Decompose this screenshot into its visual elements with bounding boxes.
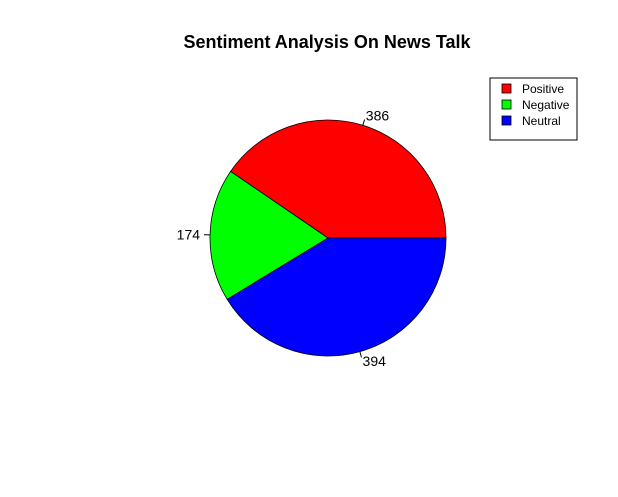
slice-tick-positive xyxy=(362,119,366,126)
legend-swatch-negative xyxy=(501,99,512,110)
slice-label-neutral: 394 xyxy=(363,353,387,369)
slice-label-negative: 174 xyxy=(177,227,201,243)
pie-slice-negative xyxy=(209,170,329,300)
pie-slices xyxy=(209,119,447,357)
slice-label-positive: 386 xyxy=(366,108,390,124)
legend-swatch-neutral xyxy=(501,115,512,126)
slice-labels: 386 174 394 xyxy=(177,108,390,370)
legend-label-neutral: Neutral xyxy=(522,114,561,128)
legend-label-positive: Positive xyxy=(522,82,564,96)
slice-tick-neutral xyxy=(359,351,362,358)
legend-label-negative: Negative xyxy=(522,98,570,112)
legend-swatch-positive xyxy=(501,83,512,94)
chart-title: Sentiment Analysis On News Talk xyxy=(183,32,471,52)
legend: Positive Negative Neutral xyxy=(489,77,578,141)
